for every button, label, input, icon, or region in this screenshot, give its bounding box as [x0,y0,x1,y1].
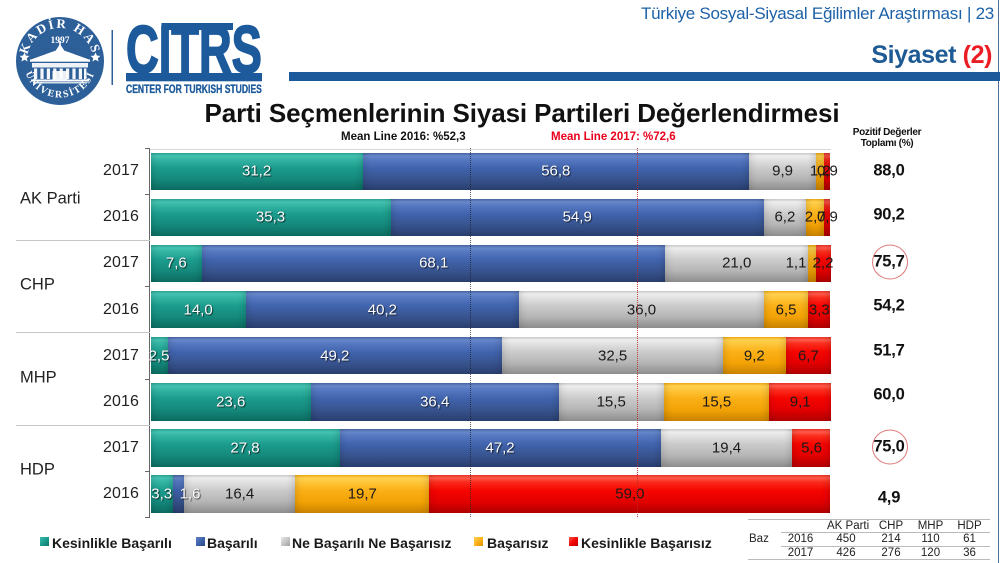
svg-text:CENTER FOR TURKISH STUDIES: CENTER FOR TURKISH STUDIES [126,84,262,96]
